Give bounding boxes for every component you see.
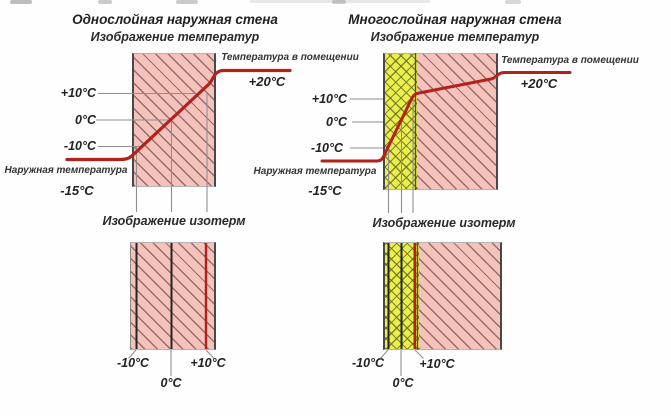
right-isotherm-title: Изображение изотерм xyxy=(372,216,516,230)
left-room-temp: +20°C xyxy=(248,73,286,89)
right-isotherm-masonry-layer xyxy=(419,243,500,349)
left-isotherm-wall xyxy=(130,242,216,350)
left-wall-masonry xyxy=(132,53,216,187)
right-scale-plus10: +10°C xyxy=(311,91,347,106)
right-isotherm-insulation-layer xyxy=(385,243,419,349)
right-room-label: Температура в помещении xyxy=(501,55,639,66)
right-iso-label-plus10: +10°C xyxy=(419,357,455,371)
right-subtitle: Изображение температур xyxy=(370,30,540,44)
left-iso-label-plus10: +10°C xyxy=(190,356,226,370)
top-crop-artifact xyxy=(505,0,521,4)
right-wall-masonry-layer xyxy=(417,54,496,189)
left-outside-label: Наружная температура xyxy=(4,165,128,176)
right-scale-minus10: -10°C xyxy=(310,140,343,155)
right-wall-multilayer xyxy=(383,53,498,190)
left-isotherm-title: Изображение изотерм xyxy=(102,214,246,228)
left-subtitle: Изображение температур xyxy=(90,30,260,44)
left-outside-temp: -15°C xyxy=(60,182,94,198)
left-scale-zero: 0°C xyxy=(75,112,96,127)
top-crop-artifact xyxy=(250,0,430,3)
left-room-label: Температура в помещении xyxy=(221,51,359,63)
left-iso-label-minus10: -10°C xyxy=(116,356,150,370)
right-iso-label-minus10: -10°C xyxy=(351,356,385,370)
left-scale-minus10: -10°C xyxy=(63,139,96,153)
right-iso-label-zero: 0°C xyxy=(392,375,414,390)
right-scale-zero: 0°C xyxy=(326,114,347,129)
left-iso-label-zero: 0°C xyxy=(160,375,182,390)
right-isotherm-wall xyxy=(383,242,502,350)
top-crop-artifact xyxy=(10,0,32,4)
top-crop-artifact xyxy=(332,0,346,4)
right-room-temp: +20°C xyxy=(520,76,558,91)
right-title: Многослойная наружная стена xyxy=(348,12,562,27)
right-wall-insulation-layer xyxy=(385,54,417,189)
top-crop-artifact xyxy=(98,0,112,4)
left-scale-plus10: +10°C xyxy=(60,86,96,100)
top-crop-artifact xyxy=(176,0,198,4)
right-outside-temp: -15°C xyxy=(308,183,342,198)
left-title: Однослойная наружная стена xyxy=(72,12,278,27)
right-outside-label: Наружная температура xyxy=(253,166,377,177)
